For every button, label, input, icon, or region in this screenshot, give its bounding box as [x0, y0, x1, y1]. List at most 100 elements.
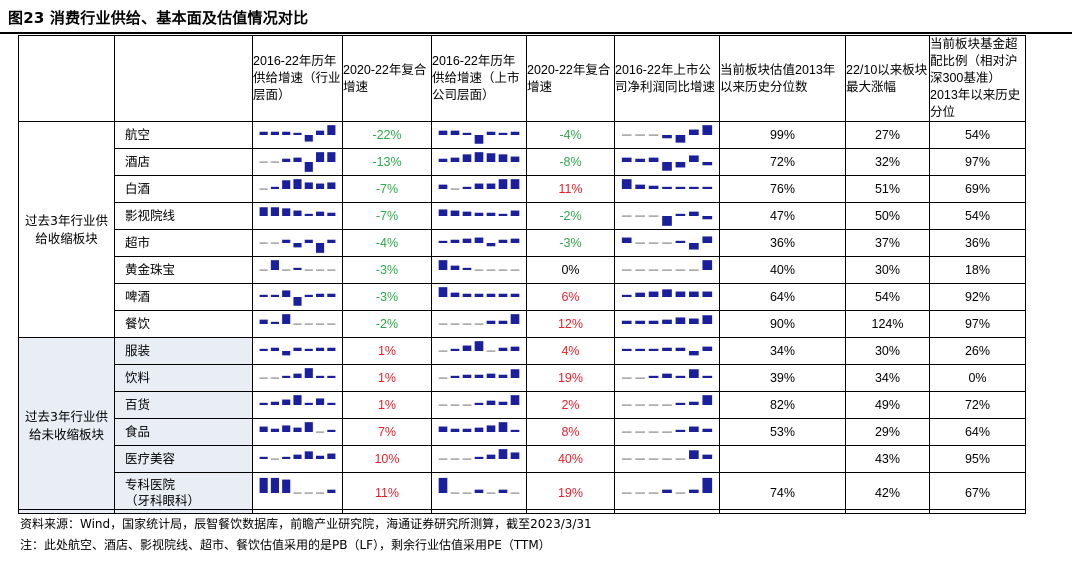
- spark-bar: [438, 158, 448, 162]
- spark-bar: [270, 401, 279, 405]
- valuation-percentile-value: 36%: [719, 229, 846, 257]
- cagr-listed-value: -8%: [526, 148, 615, 176]
- spark-baseline-mark: [474, 269, 484, 271]
- spark-bar: [498, 489, 508, 493]
- spark-bar: [635, 292, 645, 297]
- spark-bar: [702, 346, 713, 351]
- spark-bar: [510, 210, 520, 216]
- spark-bar: [662, 289, 672, 297]
- sparkline-profit-growth: [614, 445, 720, 473]
- cagr-listed-value: 4%: [526, 337, 615, 365]
- spark-bar: [304, 422, 313, 432]
- category-name: 啤酒: [114, 283, 253, 311]
- sparkline-listed-supply: [431, 337, 527, 365]
- valuation-percentile-value: 47%: [719, 202, 846, 230]
- spark-bar: [293, 395, 302, 405]
- spark-bar: [462, 267, 472, 270]
- spark-bar: [702, 291, 713, 297]
- spark-baseline-mark: [635, 269, 645, 271]
- table-row: 啤酒 -3% 6% 64% 54% 92%: [19, 283, 1026, 311]
- spark-bar: [702, 315, 713, 324]
- spark-bar: [486, 293, 496, 297]
- spark-profit-chart: [621, 155, 713, 171]
- sparkline-industry-supply: [252, 445, 343, 473]
- fund-overweight-value: 64%: [929, 418, 1026, 446]
- spark-bar: [498, 422, 508, 432]
- fund-overweight-value: 18%: [929, 256, 1026, 284]
- sparkline-industry-supply: [252, 121, 343, 149]
- spark-bar: [327, 347, 336, 351]
- spark-bar: [510, 314, 520, 324]
- spark-bar: [675, 213, 686, 216]
- spark-baseline-mark: [689, 269, 699, 271]
- category-name: 黄金珠宝: [114, 256, 253, 284]
- sparkline-industry-supply: [252, 148, 343, 176]
- spark-baseline-mark: [662, 242, 672, 244]
- spark-baseline-mark: [282, 269, 291, 271]
- header-profit-growth: 2016-22年上市公司净利润同比增速: [614, 35, 720, 122]
- spark-profit-chart: [621, 346, 713, 356]
- sparkline-listed-supply: [431, 310, 527, 338]
- spark-bar: [450, 348, 460, 351]
- cagr-listed-value: 11%: [526, 175, 615, 203]
- spark-bar: [662, 216, 672, 226]
- category-name: 航空: [114, 121, 253, 149]
- header-category: [114, 35, 253, 122]
- spark-bar: [635, 348, 645, 351]
- sparkline-listed-supply: [431, 148, 527, 176]
- spark-bar: [474, 456, 484, 459]
- spark-baseline-mark: [635, 492, 645, 494]
- spark-bar: [450, 210, 460, 216]
- sparkline-listed-supply: [431, 472, 527, 514]
- method-note: 注：此处航空、酒店、影视院线、超市、餐饮估值采用的是PB（LF），剩余行业估值采…: [20, 538, 551, 552]
- spark-profit-chart: [621, 236, 713, 250]
- spark-baseline-mark: [510, 492, 520, 494]
- spark-bar: [689, 318, 699, 324]
- header-listed-supply: 2016-22年历年供给增速（上市公司层面）: [431, 35, 527, 122]
- spark-baseline-mark: [438, 404, 448, 406]
- valuation-percentile-value: 64%: [719, 283, 846, 311]
- spark-bar: [259, 477, 268, 493]
- fund-overweight-value: 95%: [929, 445, 1026, 473]
- spark-bar: [486, 212, 496, 216]
- sparkline-listed-supply: [431, 202, 527, 230]
- spark-baseline-mark: [438, 377, 448, 379]
- category-name: 百货: [114, 391, 253, 419]
- spark-industry-chart: [259, 260, 336, 271]
- spark-baseline-mark: [510, 269, 520, 271]
- spark-baseline-mark: [635, 242, 645, 244]
- spark-bar: [675, 402, 686, 405]
- spark-bar: [304, 348, 313, 351]
- spark-bar: [474, 152, 484, 162]
- spark-baseline-mark: [293, 492, 302, 494]
- spark-bar: [450, 239, 460, 243]
- spark-bar: [450, 157, 460, 162]
- comparison-table: 2016-22年历年供给增速（行业层面） 2020-22年复合增速 2016-2…: [18, 35, 1026, 514]
- spark-bar: [662, 347, 672, 351]
- spark-baseline-mark: [270, 242, 279, 244]
- spark-industry-chart: [259, 125, 336, 142]
- spark-bar: [662, 135, 672, 139]
- spark-bar: [462, 211, 472, 216]
- spark-baseline-mark: [648, 134, 659, 136]
- spark-listed-chart: [438, 422, 520, 432]
- cagr-listed-value: 6%: [526, 283, 615, 311]
- spark-industry-chart: [259, 239, 336, 253]
- spark-baseline-mark: [450, 404, 460, 406]
- table-row: 百货 1% 2% 82% 49% 72%: [19, 391, 1026, 419]
- spark-bar: [635, 158, 645, 162]
- spark-baseline-mark: [635, 404, 645, 406]
- fund-overweight-value: 67%: [929, 472, 1026, 514]
- cagr-listed-value: 19%: [526, 472, 615, 514]
- spark-bar: [648, 185, 659, 189]
- header-group: [18, 35, 115, 122]
- max-rise-value: 30%: [845, 337, 930, 365]
- max-rise-value: 37%: [845, 229, 930, 257]
- spark-baseline-mark: [316, 323, 325, 325]
- max-rise-value: 51%: [845, 175, 930, 203]
- valuation-percentile-value: 40%: [719, 256, 846, 284]
- spark-bar: [438, 130, 448, 135]
- spark-bar: [304, 135, 313, 142]
- spark-bar: [316, 211, 325, 216]
- spark-bar: [282, 208, 291, 216]
